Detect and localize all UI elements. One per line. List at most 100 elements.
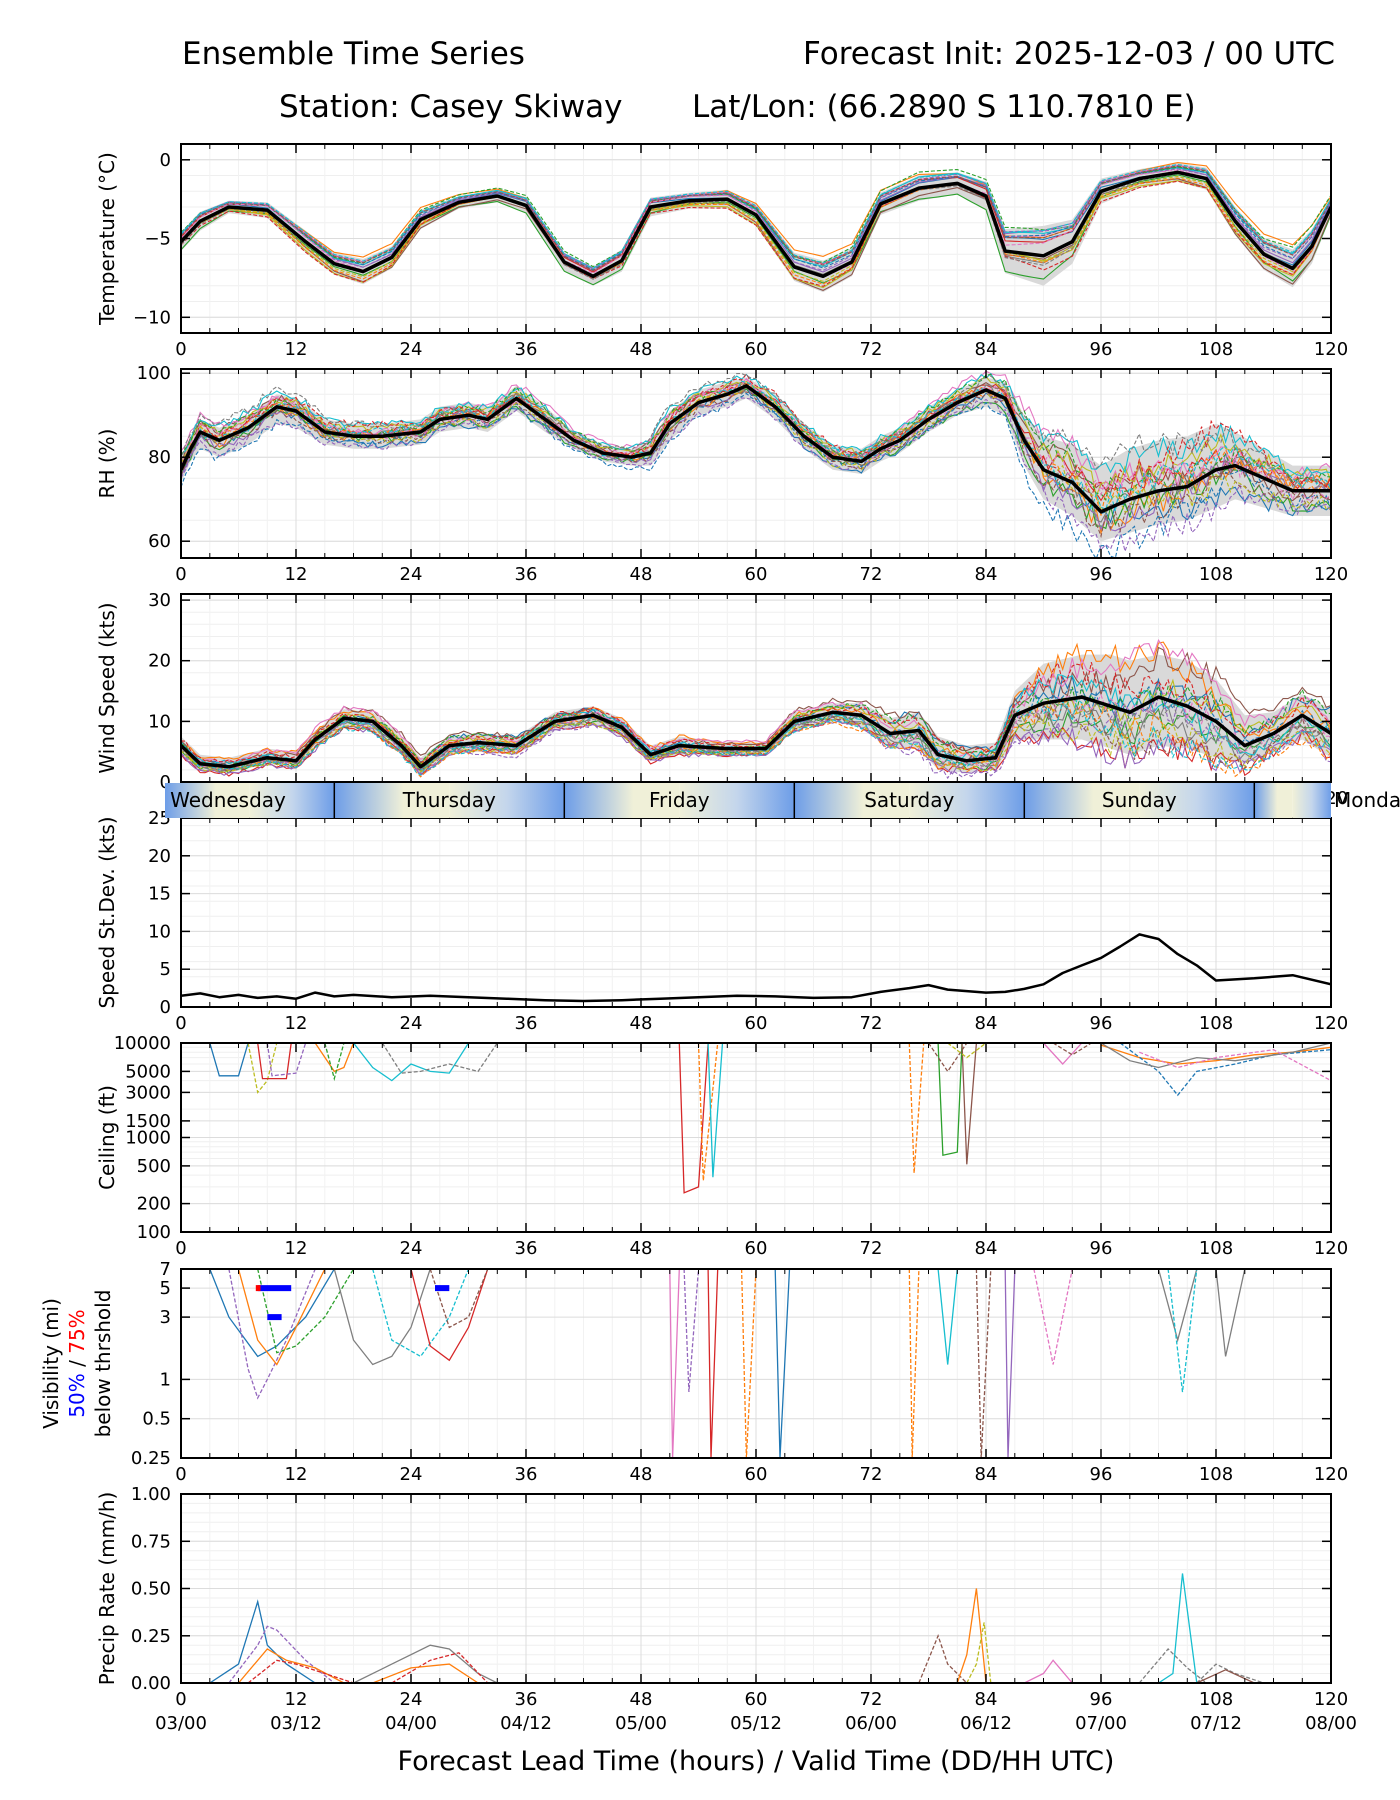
x-tick-label: 84 bbox=[975, 1689, 998, 1710]
member-line bbox=[937, 1043, 963, 1156]
x-tick-label: 0 bbox=[175, 1013, 186, 1034]
x-tick-label: 12 bbox=[285, 1238, 308, 1259]
y-tick-label: 7 bbox=[160, 1259, 171, 1280]
x-tick-label: 120 bbox=[1314, 1689, 1348, 1710]
x-tick-label: 72 bbox=[860, 1238, 883, 1259]
member-line bbox=[1033, 1269, 1073, 1365]
y-tick-label: 500 bbox=[137, 1156, 171, 1177]
legend-75-percent: 75% bbox=[65, 1309, 89, 1353]
y-ticks-visibility: 0.25 0.5 1 3 57 bbox=[131, 1259, 1331, 1469]
member-line bbox=[697, 1043, 719, 1181]
x-tick-label: 96 bbox=[1090, 1464, 1113, 1485]
member-line bbox=[961, 1043, 978, 1165]
y-tick-label: 5 bbox=[160, 1278, 171, 1299]
member-line bbox=[181, 397, 1331, 554]
member-line bbox=[1196, 1669, 1255, 1683]
panel-temperature: 0 12 24 36 48 60 72 84 96 108 120 0 −5 −10 Temperature… bbox=[95, 143, 1348, 360]
x-tick-label: 0 bbox=[175, 1689, 186, 1710]
member-line bbox=[247, 1043, 278, 1094]
x-tick-label: 0 bbox=[175, 1238, 186, 1259]
x-tick-label: 12 bbox=[285, 339, 308, 360]
x-tick-label: 36 bbox=[515, 1013, 538, 1034]
y-tick-label: 15 bbox=[148, 884, 171, 905]
member-line bbox=[372, 1663, 479, 1683]
x-tick-label: 72 bbox=[860, 1464, 883, 1485]
x-tick-label: 120 bbox=[1314, 564, 1348, 585]
member-line bbox=[1004, 1269, 1016, 1458]
x-tick-label: 0 bbox=[175, 1464, 186, 1485]
member-line bbox=[181, 175, 1331, 282]
x-tick-label: 60 bbox=[745, 1238, 768, 1259]
legend-50-percent: 50% bbox=[65, 1373, 89, 1417]
x-tick-label: 60 bbox=[745, 339, 768, 360]
x-tick-label: 48 bbox=[630, 1464, 653, 1485]
x-tick-label: 48 bbox=[630, 564, 653, 585]
x-tick-label: 108 bbox=[1199, 1689, 1233, 1710]
y-tick-label: 10 bbox=[148, 921, 171, 942]
x-tick-label: 12 bbox=[285, 564, 308, 585]
y-axis-label: RH (%) bbox=[95, 429, 119, 499]
title-left: Ensemble Time Series bbox=[182, 36, 525, 72]
member-line bbox=[352, 1043, 470, 1082]
x-tick-label: 84 bbox=[975, 1464, 998, 1485]
panel-ceiling: 0 12 24 36 48 60 72 84 96 108 120 100 200 500 10001500… bbox=[95, 1033, 1348, 1259]
member-line bbox=[257, 1043, 292, 1080]
y-tick-label: 10000 bbox=[114, 1033, 171, 1054]
x-tick-label: 120 bbox=[1314, 1464, 1348, 1485]
plot-area-precip bbox=[209, 1573, 1265, 1683]
day-shade bbox=[679, 783, 795, 818]
y-tick-label: 3 bbox=[160, 1307, 171, 1328]
day-shade bbox=[909, 783, 1025, 818]
y-axis-label: Ceiling (ft) bbox=[95, 1085, 119, 1190]
x-tick-label: 120 bbox=[1314, 339, 1348, 360]
y-tick-label: 20 bbox=[148, 651, 171, 672]
x-tick-label: 96 bbox=[1090, 339, 1113, 360]
x-tick-label: 36 bbox=[515, 1689, 538, 1710]
member-line bbox=[1157, 1269, 1198, 1343]
member-line bbox=[678, 1043, 709, 1194]
x-tick-label: 120 bbox=[1314, 1238, 1348, 1259]
member-line bbox=[381, 1043, 498, 1074]
member-line bbox=[181, 683, 1331, 769]
x-tick-label: 72 bbox=[860, 339, 883, 360]
day-label-sunday: Sunday bbox=[1102, 788, 1177, 812]
x-tick-label: 108 bbox=[1199, 1464, 1233, 1485]
plot-area-wind_speed bbox=[181, 638, 1331, 780]
member-line bbox=[209, 1043, 249, 1077]
member-line bbox=[1043, 1043, 1083, 1065]
member-line bbox=[181, 168, 1331, 271]
member-line bbox=[947, 1043, 987, 1059]
y-ticks-precip: 0.00 0.25 0.50 0.75 1.00 bbox=[131, 1484, 1331, 1694]
x-axis-label: Forecast Lead Time (hours) / Valid Time … bbox=[398, 1746, 1115, 1777]
y-axis-label: Precip Rate (mm/h) bbox=[95, 1492, 119, 1686]
y-axis-label: Temperature (°C) bbox=[95, 152, 119, 326]
member-line bbox=[353, 1644, 498, 1683]
member-line bbox=[669, 1269, 680, 1458]
member-line bbox=[683, 1269, 700, 1393]
grid-visibility bbox=[180, 1268, 1332, 1459]
x-tick-label: 72 bbox=[860, 564, 883, 585]
x-tick-label: 84 bbox=[975, 564, 998, 585]
y-tick-label: 200 bbox=[137, 1194, 171, 1215]
grid-speed_stdev bbox=[180, 817, 1332, 1008]
y-tick-label: 20 bbox=[148, 846, 171, 867]
station-title: Station: Casey Skiway bbox=[279, 89, 623, 125]
y-tick-label: 0.75 bbox=[131, 1531, 171, 1552]
member-line bbox=[1100, 1043, 1331, 1069]
member-line bbox=[237, 1269, 326, 1366]
member-line bbox=[181, 720, 1331, 776]
member-line bbox=[181, 716, 1331, 773]
x-ticks-ceiling: 0 12 24 36 48 60 72 84 96 108 120 bbox=[175, 1043, 1348, 1259]
member-line bbox=[707, 1269, 719, 1458]
day-shade bbox=[449, 783, 565, 818]
x-tick-label: 96 bbox=[1090, 564, 1113, 585]
y-tick-label: 1500 bbox=[125, 1111, 171, 1132]
valid-time-label: 03/00 bbox=[155, 1713, 207, 1734]
x-tick-label: 12 bbox=[285, 1689, 308, 1710]
day-shade bbox=[1139, 783, 1255, 818]
x-tick-label: 72 bbox=[860, 1013, 883, 1034]
member-line bbox=[181, 378, 1331, 501]
x-tick-label: 48 bbox=[630, 1238, 653, 1259]
